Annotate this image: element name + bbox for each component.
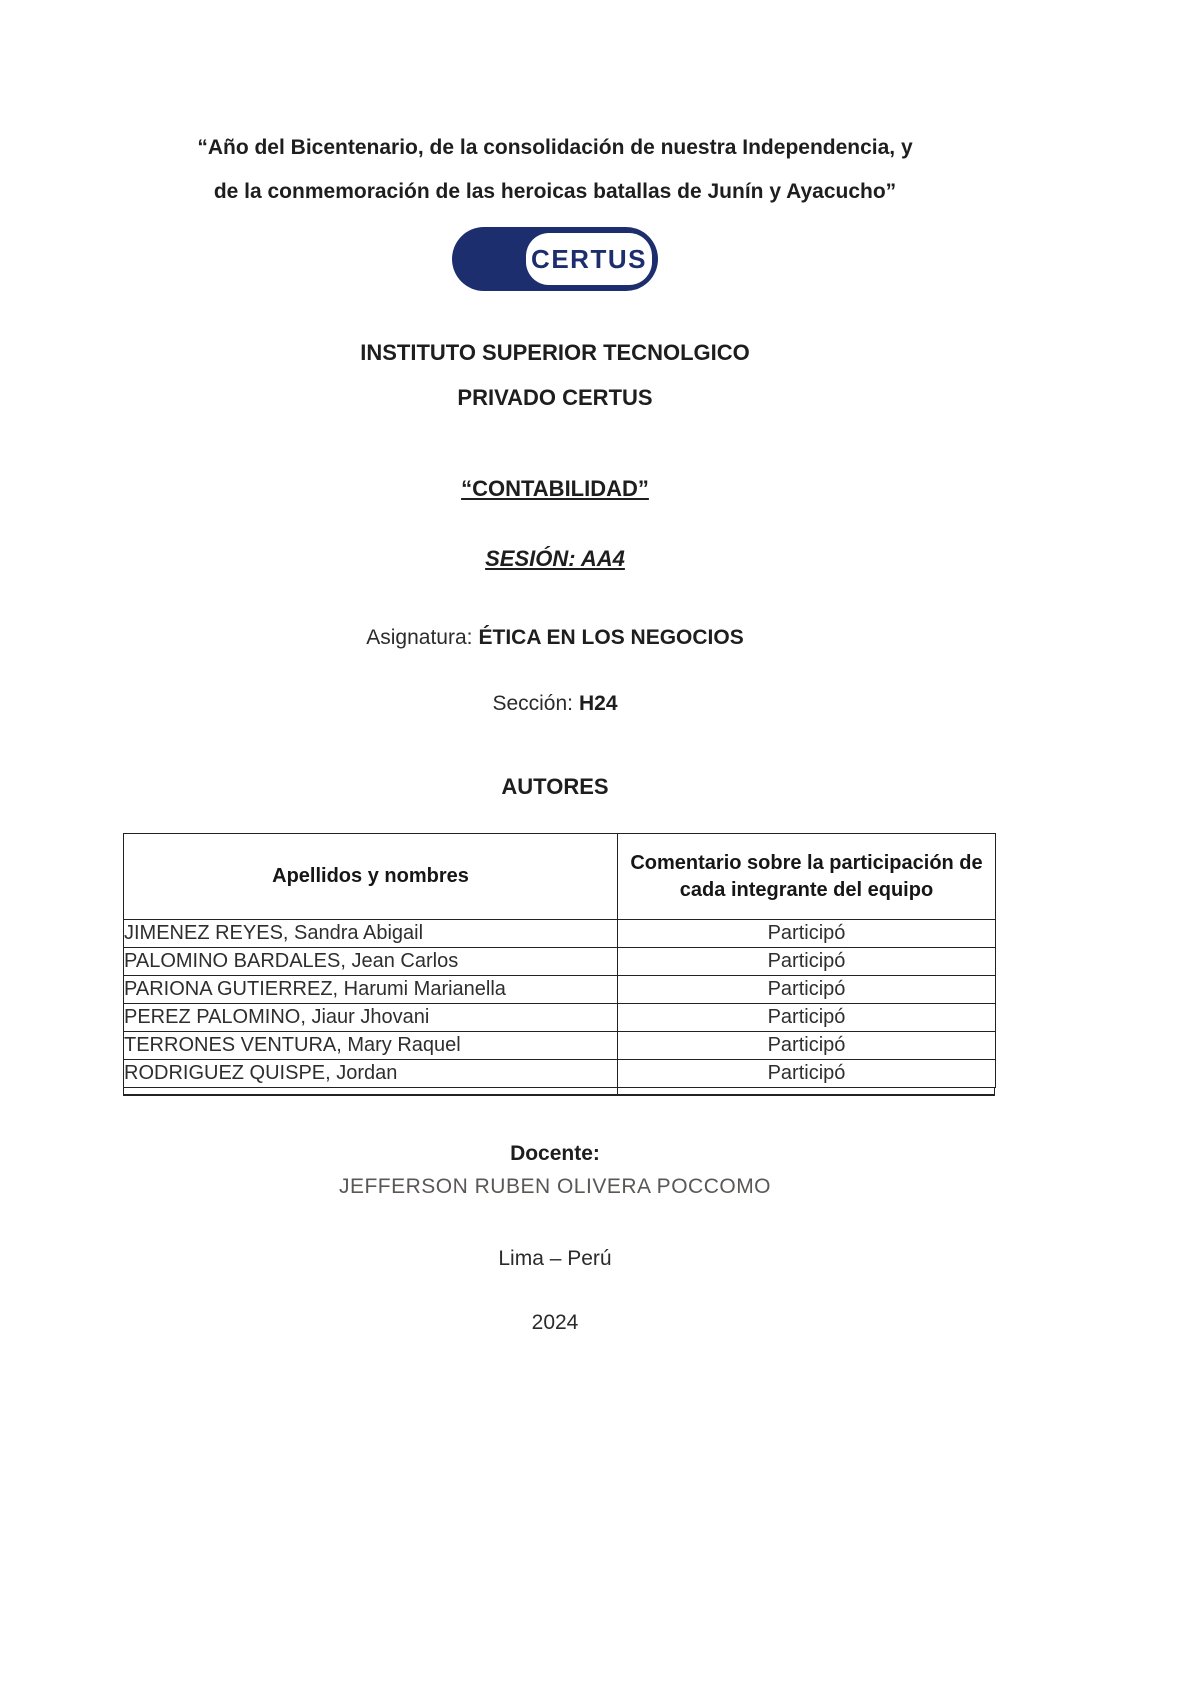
header-quote: “Año del Bicentenario, de la consolidaci… bbox=[115, 126, 995, 214]
author-name: PARIONA GUTIERREZ, Harumi Marianella bbox=[123, 975, 618, 1004]
table-row: JIMENEZ REYES, Sandra Abigail Participó bbox=[123, 919, 996, 948]
table-row: PALOMINO BARDALES, Jean Carlos Participó bbox=[123, 947, 996, 976]
quote-line-2: de la conmemoración de las heroicas bata… bbox=[213, 180, 897, 203]
author-name: JIMENEZ REYES, Sandra Abigail bbox=[123, 919, 618, 948]
docente-name: JEFFERSON RUBEN OLIVERA POCCOMO bbox=[338, 1175, 772, 1198]
docente-label: Docente: bbox=[510, 1142, 600, 1165]
table-row: TERRONES VENTURA, Mary Raquel Participó bbox=[123, 1031, 996, 1060]
institute-name: INSTITUTO SUPERIOR TECNOLGICO PRIVADO CE… bbox=[115, 330, 995, 420]
section-value: H24 bbox=[579, 692, 618, 715]
year-line: 2024 bbox=[531, 1311, 579, 1334]
author-comment: Participó bbox=[617, 919, 996, 948]
table-row: PEREZ PALOMINO, Jiaur Jhovani Participó bbox=[123, 1003, 996, 1032]
author-comment: Participó bbox=[617, 975, 996, 1004]
session-heading: SESIÓN: AA4 bbox=[485, 546, 625, 571]
certus-logo-pill: CERTUS bbox=[452, 227, 658, 291]
author-comment: Participó bbox=[617, 1059, 996, 1088]
document-content: “Año del Bicentenario, de la consolidaci… bbox=[115, 0, 996, 1696]
author-comment: Participó bbox=[617, 1031, 996, 1060]
table-header-row: Apellidos y nombres Comentario sobre la … bbox=[123, 833, 996, 920]
section-label: Sección: bbox=[492, 692, 573, 715]
certus-logo: CERTUS bbox=[115, 227, 995, 291]
author-comment: Participó bbox=[617, 1003, 996, 1032]
institute-line-1: INSTITUTO SUPERIOR TECNOLGICO bbox=[360, 340, 750, 365]
authors-table-wrap: Apellidos y nombres Comentario sobre la … bbox=[123, 833, 996, 1096]
quote-line-1: “Año del Bicentenario, de la consolidaci… bbox=[197, 136, 913, 159]
table-bottom-border bbox=[123, 1088, 995, 1096]
author-name: TERRONES VENTURA, Mary Raquel bbox=[123, 1031, 618, 1060]
table-row: PARIONA GUTIERREZ, Harumi Marianella Par… bbox=[123, 975, 996, 1004]
section-line: Sección: H24 bbox=[115, 692, 995, 716]
subject-label: Asignatura: bbox=[366, 626, 473, 649]
institute-line-2: PRIVADO CERTUS bbox=[457, 385, 653, 410]
location-line: Lima – Perú bbox=[498, 1247, 612, 1270]
col-header-comment: Comentario sobre la participación de cad… bbox=[617, 833, 996, 920]
table-row: RODRIGUEZ QUISPE, Jordan Participó bbox=[123, 1059, 996, 1088]
course-title: “CONTABILIDAD” bbox=[461, 476, 649, 501]
author-name: PEREZ PALOMINO, Jiaur Jhovani bbox=[123, 1003, 618, 1032]
col-header-names: Apellidos y nombres bbox=[123, 833, 618, 920]
author-name: RODRIGUEZ QUISPE, Jordan bbox=[123, 1059, 618, 1088]
author-comment: Participó bbox=[617, 947, 996, 976]
authors-table: Apellidos y nombres Comentario sobre la … bbox=[123, 833, 996, 1088]
authors-heading: AUTORES bbox=[501, 774, 609, 799]
subject-line: Asignatura: ÉTICA EN LOS NEGOCIOS bbox=[115, 626, 995, 650]
certus-logo-inner: CERTUS bbox=[526, 233, 652, 285]
certus-logo-text: CERTUS bbox=[531, 243, 647, 274]
subject-value: ÉTICA EN LOS NEGOCIOS bbox=[478, 626, 744, 649]
author-name: PALOMINO BARDALES, Jean Carlos bbox=[123, 947, 618, 976]
